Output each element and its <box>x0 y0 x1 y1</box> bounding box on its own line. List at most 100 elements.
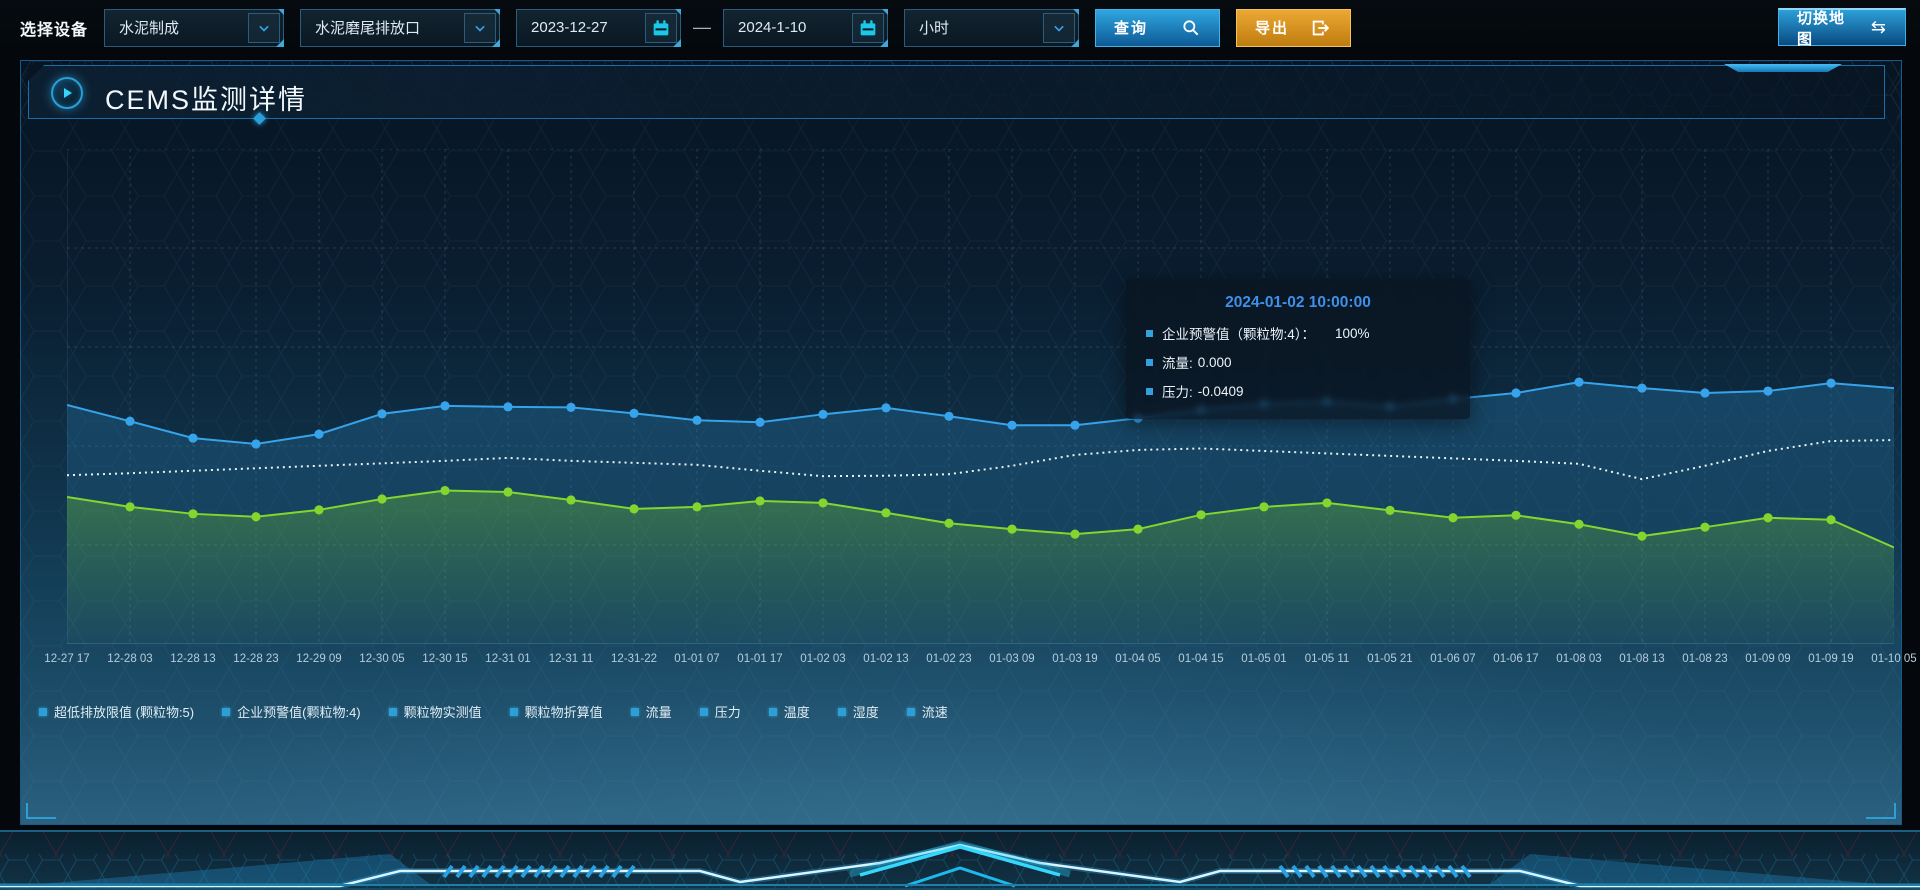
calendar-icon[interactable] <box>645 12 678 43</box>
x-axis-tick-label: 01-08 03 <box>1556 653 1602 665</box>
switch-map-label: 切换地图 <box>1797 9 1846 48</box>
legend-item[interactable]: 压力 <box>699 702 741 721</box>
legend-label: 温度 <box>783 705 810 720</box>
legend-item[interactable]: 流速 <box>906 702 948 721</box>
process-select[interactable]: 水泥制成 <box>104 8 285 47</box>
x-axis-tick-label: 01-04 05 <box>1115 653 1161 665</box>
export-button-label: 导出 <box>1255 20 1290 37</box>
legend-item[interactable]: 颗粒物折算值 <box>509 702 603 721</box>
panel-corner-accent <box>1866 803 1896 819</box>
x-axis-tick-label: 12-29 09 <box>296 653 342 665</box>
x-axis-tick-label: 01-03 19 <box>1052 653 1098 665</box>
x-axis-tick-label: 01-02 23 <box>926 653 972 665</box>
cems-line-chart[interactable] <box>67 149 1894 644</box>
chart-tooltip: 2024-01-02 10:00:00 企业预警值（颗粒物:4）： 100% 流… <box>1126 279 1470 419</box>
legend-marker-icon <box>699 707 708 716</box>
date-range-separator: — <box>693 17 712 37</box>
legend-label: 流速 <box>921 705 948 720</box>
tooltip-row: 流量: 0.000 <box>1146 352 1450 372</box>
x-axis-tick-label: 12-31 01 <box>485 653 531 665</box>
x-axis-tick-label: 01-08 13 <box>1619 653 1665 665</box>
x-axis-tick-label: 12-27 17 <box>44 653 90 665</box>
toolbar: 选择设备 水泥制成 水泥磨尾排放口 2023-12-27 <box>0 0 1920 55</box>
x-axis-tick-label: 01-10 05 <box>1871 653 1917 665</box>
switch-map-button[interactable]: 切换地图 ⇆ <box>1778 8 1906 48</box>
tooltip-value: -0.0409 <box>1197 383 1244 399</box>
series-marker-icon <box>1146 329 1153 337</box>
export-icon <box>1312 20 1330 35</box>
tooltip-value: 100% <box>1335 325 1370 341</box>
chart-legend: 超低排放限值 (颗粒物:5) 企业预警值(颗粒物:4) 颗粒物实测值 颗粒物折算值 流量… <box>39 702 948 721</box>
legend-marker-icon <box>768 707 777 716</box>
query-button[interactable]: 查询 <box>1095 8 1221 47</box>
x-axis-tick-label: 01-09 19 <box>1808 653 1854 665</box>
start-date-value: 2023-12-27 <box>531 19 608 36</box>
process-select-value: 水泥制成 <box>119 20 180 37</box>
x-axis-tick-label: 01-05 11 <box>1304 653 1350 665</box>
x-axis-labels: 12-27 17 12-28 03 12-28 13 12-28 23 12-29 09… <box>44 653 1916 669</box>
legend-marker-icon <box>837 707 846 716</box>
outlet-select[interactable]: 水泥磨尾排放口 <box>300 8 501 47</box>
x-axis-tick-label: 01-03 09 <box>989 653 1035 665</box>
legend-marker-icon <box>39 707 47 716</box>
x-axis-tick-label: 01-01 07 <box>674 653 720 665</box>
x-axis-tick-label: 01-05 21 <box>1367 653 1413 665</box>
header-notch-accent <box>1724 64 1842 72</box>
x-axis-tick-label: 01-04 15 <box>1178 653 1224 665</box>
legend-marker-icon <box>630 707 639 716</box>
tooltip-label: 压力: <box>1162 385 1193 400</box>
legend-item[interactable]: 企业预警值(颗粒物:4) <box>222 702 361 721</box>
header-chamfer <box>28 65 44 81</box>
series-marker-icon <box>1146 387 1153 395</box>
x-axis-tick-label: 01-01 17 <box>737 653 783 665</box>
x-axis-tick-label: 12-31-22 <box>610 653 658 665</box>
x-axis-tick-label: 01-02 03 <box>800 653 846 665</box>
chevron-down-icon[interactable] <box>464 12 497 43</box>
play-icon <box>51 77 83 109</box>
x-axis-tick-label: 01-08 23 <box>1682 653 1728 665</box>
tooltip-row: 压力: -0.0409 <box>1146 381 1450 401</box>
export-button[interactable]: 导出 <box>1236 8 1352 47</box>
legend-item[interactable]: 超低排放限值 (颗粒物:5) <box>39 702 194 721</box>
query-button-label: 查询 <box>1114 20 1149 37</box>
x-axis-tick-label: 01-06 17 <box>1493 653 1539 665</box>
legend-marker-icon <box>906 707 915 716</box>
calendar-icon[interactable] <box>852 12 885 43</box>
x-axis-tick-label: 01-02 13 <box>863 653 909 665</box>
cems-detail-panel: CEMS监测详情 12-27 17 12-28 03 12-28 13 12-28 2… <box>20 60 1917 825</box>
start-date-input[interactable]: 2023-12-27 <box>516 8 682 47</box>
legend-marker-icon <box>222 707 231 716</box>
legend-marker-icon <box>509 707 518 716</box>
legend-label: 流量 <box>645 705 672 720</box>
x-axis-tick-label: 12-28 23 <box>233 653 279 665</box>
x-axis-tick-label: 12-30 15 <box>422 653 468 665</box>
legend-label: 颗粒物折算值 <box>524 705 603 720</box>
tooltip-value: 0.000 <box>1197 354 1232 370</box>
legend-label: 颗粒物实测值 <box>403 705 482 720</box>
tooltip-label: 流量: <box>1162 356 1193 371</box>
footer-decoration <box>0 830 1920 890</box>
switch-arrows-icon: ⇆ <box>1870 17 1887 37</box>
series-marker-icon <box>1146 358 1153 366</box>
legend-item[interactable]: 颗粒物实测值 <box>388 702 482 721</box>
legend-item[interactable]: 湿度 <box>837 702 879 721</box>
tooltip-label: 企业预警值（颗粒物:4）： <box>1162 327 1316 342</box>
legend-label: 企业预警值(颗粒物:4) <box>237 705 361 720</box>
tooltip-row: 企业预警值（颗粒物:4）： 100% <box>1146 323 1450 343</box>
legend-item[interactable]: 温度 <box>768 702 810 721</box>
chevron-down-icon[interactable] <box>1043 12 1076 43</box>
legend-marker-icon <box>388 707 397 716</box>
end-date-input[interactable]: 2024-1-10 <box>723 8 889 47</box>
x-axis-tick-label: 12-28 13 <box>170 653 216 665</box>
x-axis-tick-label: 12-28 03 <box>107 653 153 665</box>
outlet-select-value: 水泥磨尾排放口 <box>315 20 421 37</box>
search-icon <box>1183 19 1199 35</box>
legend-item[interactable]: 流量 <box>630 702 672 721</box>
x-axis-tick-label: 01-06 07 <box>1430 653 1476 665</box>
tooltip-timestamp: 2024-01-02 10:00:00 <box>1225 294 1371 311</box>
chevron-down-icon[interactable] <box>248 12 281 43</box>
interval-select[interactable]: 小时 <box>904 8 1080 47</box>
device-select-label: 选择设备 <box>20 21 89 39</box>
x-axis-tick-label: 01-05 01 <box>1241 653 1287 665</box>
legend-label: 湿度 <box>852 705 879 720</box>
